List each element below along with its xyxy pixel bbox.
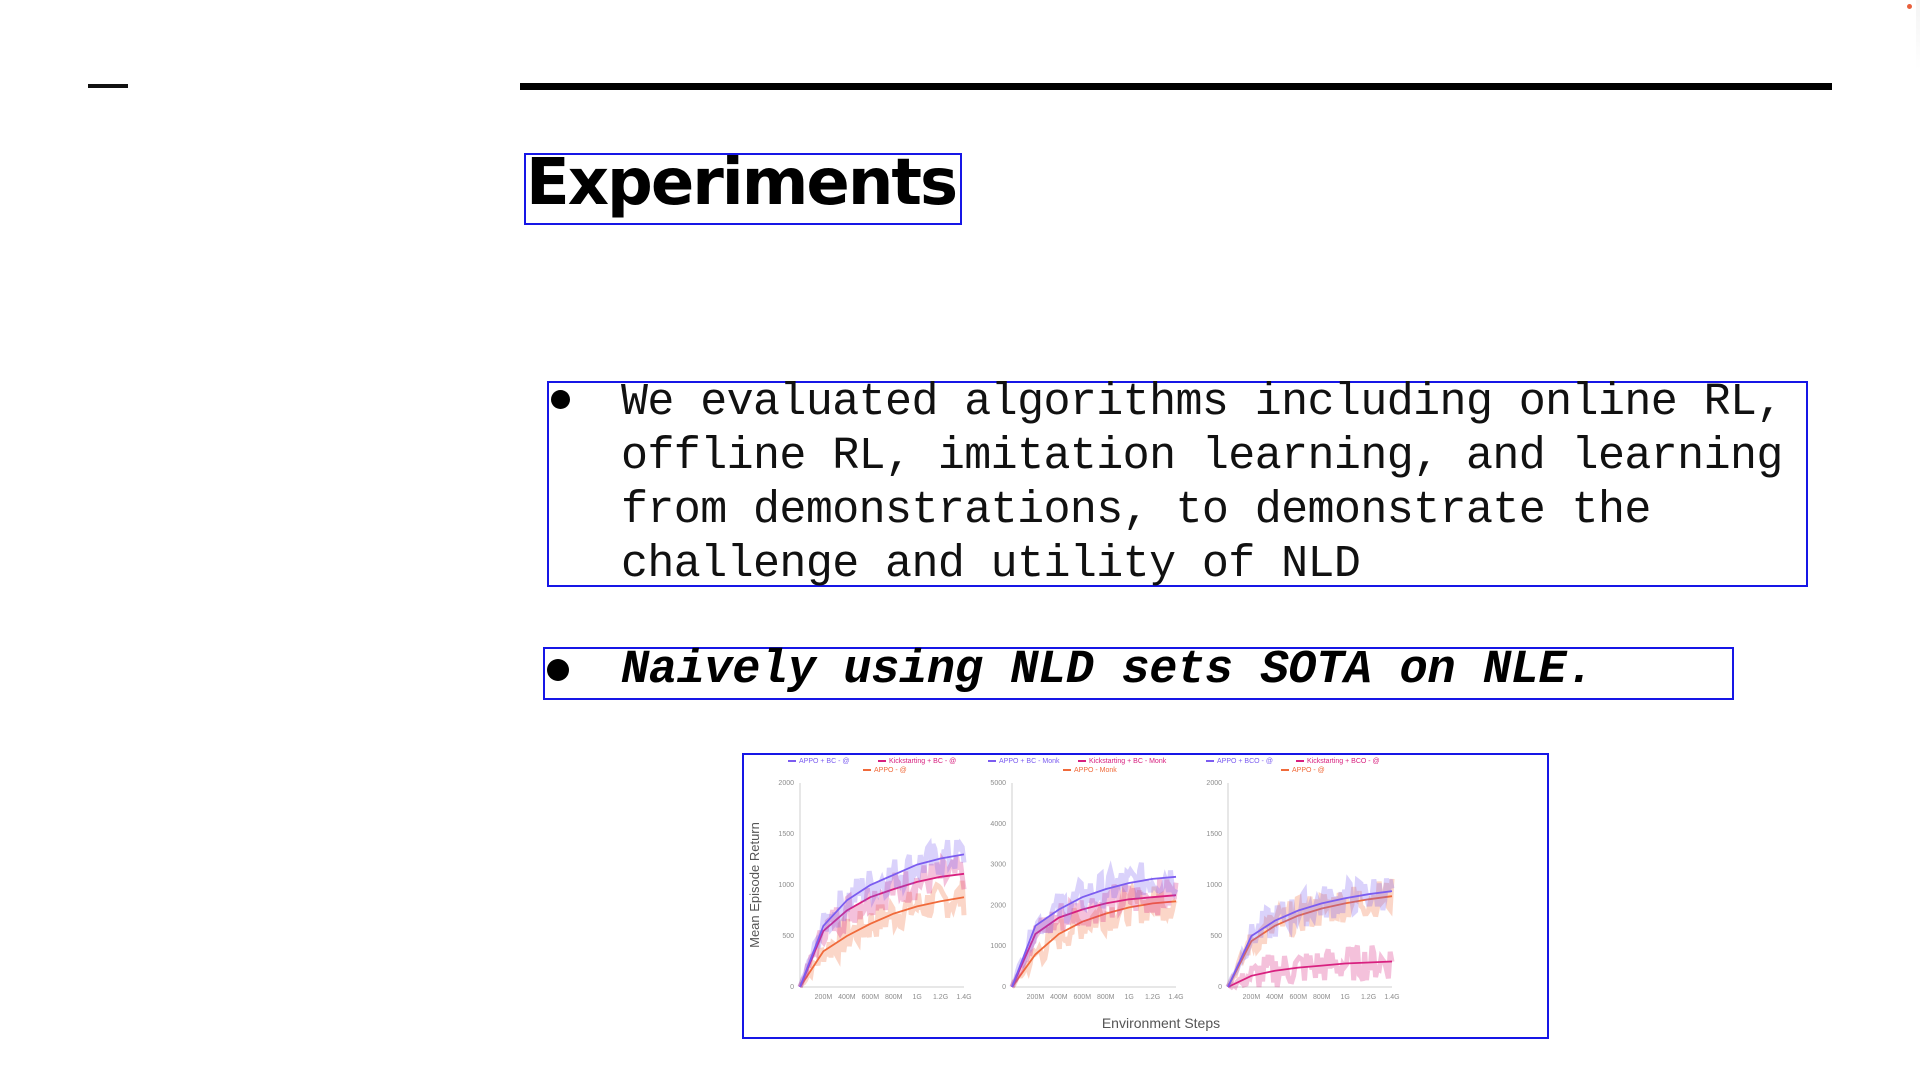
legend-entry: APPO - @	[874, 767, 907, 774]
legend-entry: APPO - @	[1292, 767, 1325, 774]
y-tick-label: 500	[1210, 933, 1222, 940]
x-tick-label: 600M	[1290, 994, 1308, 1001]
y-tick-label: 1000	[1206, 882, 1222, 889]
left-margin-dash	[88, 84, 128, 88]
bullet-1-highlight-box	[547, 381, 1808, 587]
series-line	[799, 896, 965, 988]
series-line	[1227, 895, 1393, 988]
page-title: Experiments	[526, 146, 958, 220]
y-tick-label: 0	[1218, 984, 1222, 991]
legend-entry: Kickstarting + BCO - @	[1307, 758, 1380, 765]
series-line	[1011, 900, 1177, 988]
bullet-1-line-3: from demonstrations, to demonstrate the	[621, 485, 1651, 536]
x-tick-label: 1G	[912, 994, 921, 1001]
x-tick-label: 800M	[1313, 994, 1331, 1001]
x-tick-label: 800M	[885, 994, 903, 1001]
bullet-1-line-4: challenge and utility of NLD	[621, 539, 1361, 590]
y-tick-label: 1000	[990, 943, 1006, 950]
series-band	[797, 880, 967, 989]
y-tick-label: 4000	[990, 821, 1006, 828]
legend-entry: APPO + BCO - @	[1217, 758, 1273, 765]
series-line	[1227, 960, 1393, 988]
bullet-1-line-1: We evaluated algorithms including online…	[621, 377, 1783, 428]
series-line	[1011, 875, 1177, 988]
results-figure: 0 500 1000 1500 2000 200M 400M 600M 800M 1G 1.2G 1.…	[747, 758, 1400, 1031]
series-line	[799, 853, 965, 988]
series-band	[1225, 874, 1395, 989]
bullet-2-dot	[547, 659, 569, 681]
x-tick-label: 1.2G	[933, 994, 948, 1001]
bullet-2-highlight-box	[543, 647, 1734, 700]
x-tick-label: 400M	[1050, 994, 1068, 1001]
x-tick-label: 1.4G	[1168, 994, 1183, 1001]
y-tick-label: 1500	[778, 831, 794, 838]
y-tick-label: 5000	[990, 780, 1006, 787]
y-tick-label: 0	[1002, 984, 1006, 991]
legend-entry: Kickstarting + BC - @	[889, 758, 956, 765]
bullet-2-text: Naively using NLD sets SOTA on NLE.	[621, 644, 1595, 697]
series-line	[799, 872, 965, 988]
x-tick-label: 200M	[1027, 994, 1045, 1001]
x-tick-label: 1G	[1340, 994, 1349, 1001]
x-tick-label: 800M	[1097, 994, 1115, 1001]
slide-header-rule	[520, 83, 1832, 90]
x-tick-label: 200M	[1243, 994, 1261, 1001]
x-tick-label: 1G	[1124, 994, 1133, 1001]
corner-edge	[1916, 0, 1920, 70]
x-tick-label: 400M	[838, 994, 856, 1001]
y-tick-label: 2000	[1206, 780, 1222, 787]
x-tick-label: 1.4G	[956, 994, 971, 1001]
x-axis-title: Environment Steps	[1102, 1015, 1220, 1031]
series-line	[1011, 894, 1177, 988]
x-tick-label: 1.2G	[1361, 994, 1376, 1001]
legend-entry: APPO + BC - @	[799, 758, 849, 765]
y-tick-label: 2000	[778, 780, 794, 787]
x-tick-label: 1.2G	[1145, 994, 1160, 1001]
series-band	[1226, 944, 1395, 991]
corner-dot	[1907, 4, 1912, 9]
legend-entry: APPO + BC - Monk	[999, 758, 1060, 765]
x-tick-label: 1.4G	[1384, 994, 1399, 1001]
bullet-1-line-2: offline RL, imitation learning, and lear…	[621, 431, 1783, 482]
y-tick-label: 0	[790, 984, 794, 991]
series-band	[1009, 860, 1179, 989]
x-tick-label: 200M	[815, 994, 833, 1001]
x-tick-label: 400M	[1266, 994, 1284, 1001]
y-tick-label: 500	[782, 933, 794, 940]
series-band	[1010, 880, 1178, 989]
y-tick-label: 2000	[990, 902, 1006, 909]
legend-entry: Kickstarting + BC - Monk	[1089, 758, 1167, 765]
title-highlight-box	[524, 153, 962, 225]
y-tick-label: 1000	[778, 882, 794, 889]
y-axis-title: Mean Episode Return	[747, 822, 762, 948]
bullet-1-dot	[551, 390, 570, 409]
x-tick-label: 600M	[862, 994, 880, 1001]
y-tick-label: 1500	[1206, 831, 1222, 838]
x-tick-label: 600M	[1074, 994, 1092, 1001]
y-tick-label: 3000	[990, 862, 1006, 869]
series-line	[1227, 890, 1393, 988]
legend-entry: APPO - Monk	[1074, 767, 1117, 774]
